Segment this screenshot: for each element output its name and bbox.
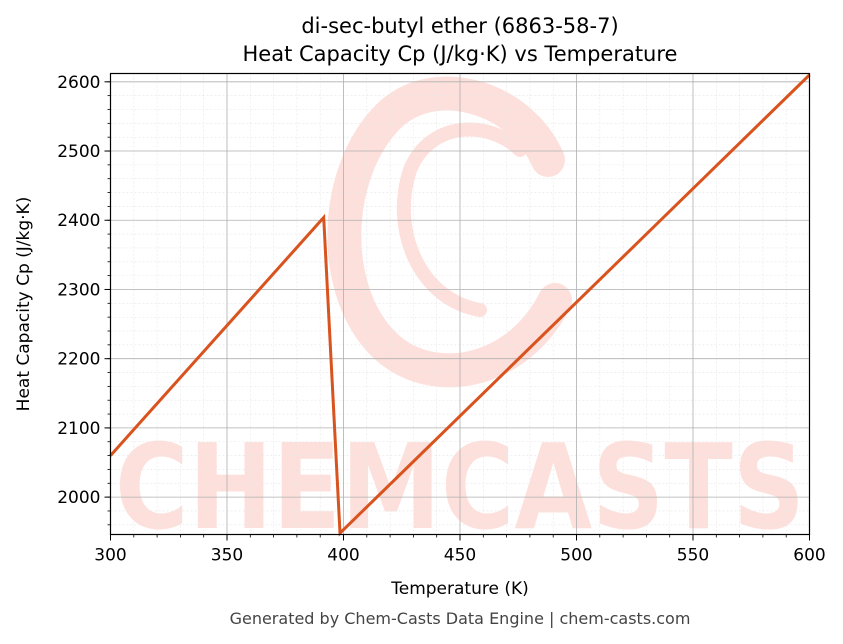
y-tick-label: 2100 <box>57 419 100 439</box>
y-tick-label: 2000 <box>57 488 100 508</box>
x-tick-label: 500 <box>560 546 592 566</box>
footer-credit: Generated by Chem-Casts Data Engine | ch… <box>230 609 691 628</box>
y-tick-label: 2400 <box>57 211 100 231</box>
chart-subtitle: Heat Capacity Cp (J/kg·K) vs Temperature <box>243 42 678 66</box>
x-tick-labels: 300 350 400 450 500 550 600 <box>94 546 825 566</box>
watermark-swirl-inner <box>396 122 527 317</box>
y-tick-label: 2500 <box>57 142 100 162</box>
x-tick-label: 550 <box>677 546 709 566</box>
y-tick-label: 2600 <box>57 73 100 93</box>
x-axis-label: Temperature (K) <box>390 579 529 599</box>
x-tick-label: 600 <box>793 546 825 566</box>
x-tick-label: 350 <box>211 546 243 566</box>
y-axis-label: Heat Capacity Cp (J/kg·K) <box>14 197 34 412</box>
y-tick-label: 2200 <box>57 350 100 370</box>
watermark-swirl-outer <box>327 76 572 388</box>
series-line <box>109 73 811 537</box>
x-tick-label: 400 <box>327 546 359 566</box>
grid-major <box>110 73 810 535</box>
ticks-layer <box>104 81 810 541</box>
y-tick-label: 2300 <box>57 280 100 300</box>
y-tick-labels: 2000 2100 2200 2300 2400 2500 2600 <box>57 73 100 508</box>
series-layer <box>109 73 811 537</box>
chart-title: di-sec-butyl ether (6863-58-7) <box>301 14 618 38</box>
x-tick-label: 450 <box>444 546 476 566</box>
x-tick-label: 300 <box>94 546 126 566</box>
